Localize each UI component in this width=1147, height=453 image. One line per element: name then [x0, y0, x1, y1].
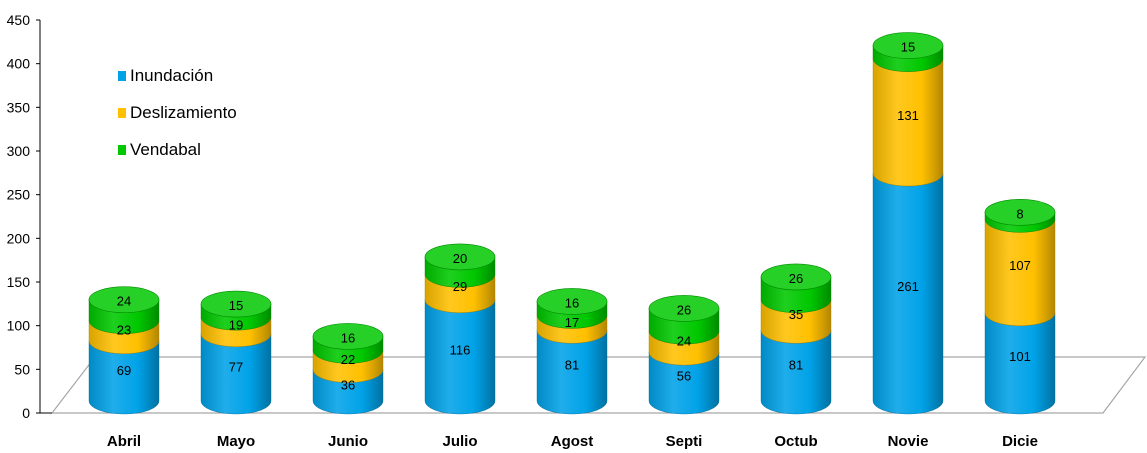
data-label: 116 — [450, 342, 471, 357]
y-tick-label: 50 — [14, 361, 30, 377]
y-tick-label: 350 — [7, 99, 31, 115]
legend-swatch — [118, 71, 126, 81]
data-label: 26 — [789, 271, 803, 286]
data-label: 29 — [453, 279, 467, 294]
y-tick-label: 100 — [7, 318, 31, 334]
bar-stack: 69 23 24 — [88, 286, 160, 415]
data-label: 35 — [789, 307, 803, 322]
bar-stack: 77 19 15 — [200, 290, 272, 415]
data-label: 15 — [901, 40, 915, 55]
bar-top-cap — [88, 286, 160, 313]
data-label: 15 — [229, 298, 243, 313]
bar-top-cap — [312, 323, 384, 350]
bar-stack: 81 35 26 — [760, 263, 832, 415]
x-tick-label: Septi — [666, 433, 703, 450]
bar-top-cap — [760, 263, 832, 291]
y-tick-label: 250 — [7, 187, 31, 203]
x-tick-label: Octub — [774, 433, 817, 450]
bar-top-cap — [536, 288, 608, 315]
data-label: 17 — [565, 315, 579, 330]
y-tick-label: 300 — [7, 143, 31, 159]
data-label: 107 — [1009, 258, 1031, 273]
legend-label: Deslizamiento — [130, 103, 237, 122]
data-label: 131 — [897, 108, 919, 123]
data-label: 19 — [229, 317, 243, 332]
x-tick-label: Abril — [107, 433, 141, 450]
data-label: 77 — [229, 359, 243, 374]
y-tick-label: 0 — [22, 405, 30, 421]
x-tick-label: Junio — [328, 433, 368, 450]
x-tick-label: Julio — [442, 433, 477, 450]
y-tick-label: 200 — [7, 230, 31, 246]
x-axis: Abril Mayo Junio Julio Agost Septi Octub Novie D… — [107, 433, 1038, 450]
bar-stack: 116 29 20 — [424, 243, 496, 415]
data-label: 69 — [117, 363, 131, 378]
data-label: 22 — [341, 352, 355, 367]
legend-label: Inundación — [130, 66, 213, 85]
y-tick-label: 400 — [7, 56, 31, 72]
bar-top-cap — [200, 290, 272, 318]
data-label: 24 — [117, 294, 131, 309]
y-tick-label: 150 — [7, 274, 31, 290]
data-label: 261 — [897, 279, 919, 294]
data-label: 81 — [789, 358, 803, 373]
data-label: 20 — [453, 251, 467, 266]
bar-top-cap — [648, 295, 720, 322]
x-tick-label: Novie — [888, 433, 929, 450]
bar-top-cap — [872, 32, 944, 59]
data-label: 16 — [341, 330, 355, 345]
data-label: 101 — [1009, 349, 1031, 364]
x-tick-label: Agost — [551, 433, 594, 450]
data-label: 26 — [677, 302, 691, 317]
bar-stack: 81 17 16 — [536, 288, 608, 415]
data-label: 23 — [117, 323, 131, 338]
bar-stack: 101 107 8 — [984, 199, 1056, 415]
data-label: 36 — [341, 377, 355, 392]
legend: Inundación Deslizamiento Vendabal — [118, 66, 237, 159]
data-label: 24 — [677, 334, 691, 349]
bar-stack: 36 22 16 — [312, 323, 384, 415]
legend-swatch — [118, 108, 126, 118]
data-label: 56 — [677, 369, 691, 384]
y-axis: 0 50 100 150 200 250 300 350 400 450 — [7, 12, 41, 421]
bar-stack: 56 24 26 — [648, 295, 720, 415]
x-tick-label: Mayo — [217, 433, 255, 450]
bar-top-cap — [984, 199, 1056, 226]
y-tick-label: 450 — [7, 12, 31, 28]
x-tick-label: Dicie — [1002, 433, 1038, 450]
data-label: 81 — [565, 358, 579, 373]
bars: 6923247719153622161162920811716562426813… — [88, 32, 1056, 415]
data-label: 8 — [1016, 206, 1023, 221]
legend-label: Vendabal — [130, 140, 201, 159]
bar-stack: 261 131 15 — [872, 32, 944, 415]
bar-top-cap — [424, 243, 496, 271]
data-label: 16 — [565, 295, 579, 310]
legend-swatch — [118, 145, 126, 155]
